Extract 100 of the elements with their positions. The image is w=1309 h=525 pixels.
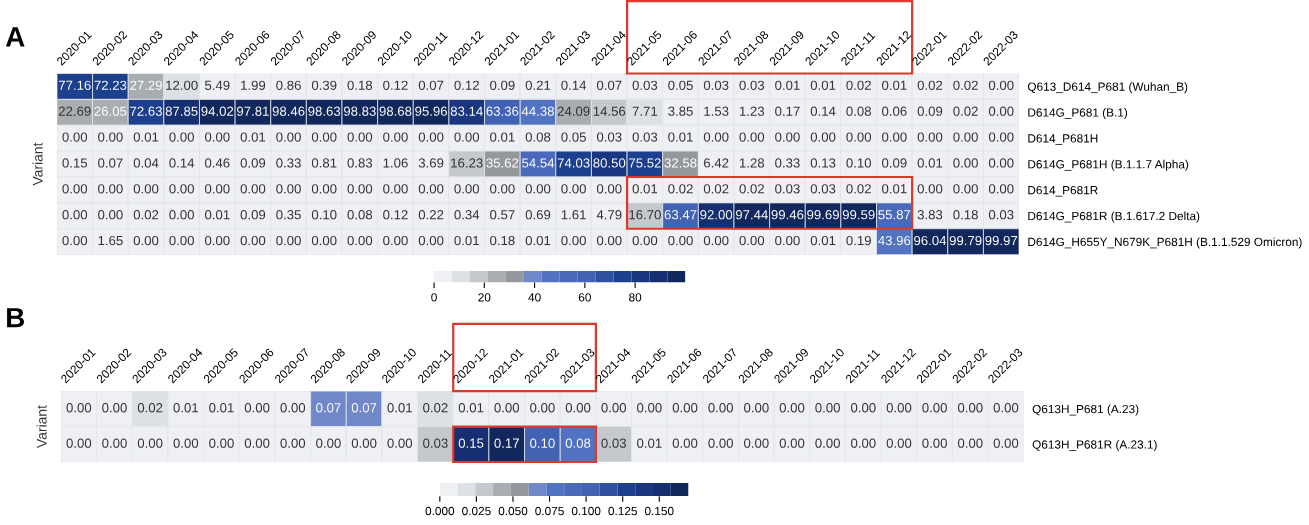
data-label: 0.00 (561, 235, 586, 246)
data-label: 0.02 (739, 184, 764, 194)
data-label: 0.00 (418, 184, 444, 194)
data-label: 0.03 (632, 80, 658, 90)
data-label: 0.10 (530, 438, 555, 448)
data-label: 0.09 (917, 106, 943, 116)
data-label: 97.44 (735, 210, 768, 220)
data-label: 0.01 (810, 80, 836, 90)
data-label: 0.00 (922, 438, 947, 448)
data-label: 0.00 (387, 438, 413, 448)
data-label: 0.86 (276, 80, 301, 90)
data-label: 99.69 (807, 210, 839, 220)
data-label: 0.01 (490, 132, 515, 142)
data-label: 0.01 (387, 403, 412, 413)
data-label: 95.96 (415, 106, 448, 116)
data-label: 0.14 (810, 106, 836, 116)
data-label: 43.96 (878, 235, 911, 246)
data-label: 98.63 (308, 106, 341, 116)
data-label: 0.00 (66, 438, 92, 448)
data-label: 0.00 (953, 158, 978, 168)
data-label: 0.00 (62, 235, 88, 246)
data-label: 0.05 (668, 80, 693, 90)
data-label: 0.00 (347, 184, 373, 194)
data-label: 0.00 (637, 403, 662, 413)
data-label: 63.47 (664, 210, 697, 220)
y-tick-label: Q613H_P681R (A.23.1) (1032, 440, 1157, 451)
data-label: 0.09 (240, 158, 266, 168)
data-label: 0.00 (490, 184, 515, 194)
data-label: 0.00 (993, 403, 1019, 413)
y-tick-label: Q613_D614_P681 (Wuhan_B) (1027, 82, 1188, 94)
data-label: 0.00 (525, 184, 551, 194)
data-label: 0.00 (810, 132, 836, 142)
data-label: 0.00 (383, 184, 408, 194)
data-label: 0.02 (133, 210, 159, 220)
data-label: 0.01 (882, 80, 907, 90)
color-bar-label: 0.025 (462, 506, 491, 516)
data-label: 55.87 (878, 210, 911, 220)
data-label: 1.65 (98, 235, 123, 246)
data-label: 0.07 (418, 80, 444, 90)
data-label: 0.03 (703, 80, 729, 90)
data-label: 0.15 (62, 158, 88, 168)
data-label: 0.00 (66, 403, 92, 413)
data-label: 0.00 (708, 438, 733, 448)
data-label: 0.00 (988, 158, 1014, 168)
data-label: 0.00 (418, 132, 444, 142)
data-label: 1.28 (739, 158, 765, 168)
data-label: 0.01 (133, 132, 159, 142)
data-label: 0.01 (775, 80, 800, 90)
data-label: 0.00 (703, 132, 729, 142)
y-tick-label: D614G_P681R (B.1.617.2 Delta) (1028, 211, 1200, 223)
data-label: 0.00 (169, 210, 194, 220)
data-label: 0.81 (311, 158, 337, 168)
data-label: 0.00 (957, 438, 983, 448)
data-label: 16.70 (629, 210, 661, 220)
data-label: 0.17 (775, 106, 800, 116)
color-bar-label: 0.150 (644, 506, 674, 516)
data-label: 12.00 (166, 80, 198, 90)
y-axis-title: Variant (32, 142, 43, 186)
data-label: 0.35 (276, 210, 301, 220)
data-label: 0.00 (886, 438, 912, 448)
data-label: 0.01 (209, 403, 234, 413)
data-label: 0.00 (596, 184, 622, 194)
data-label: 44.38 (521, 106, 554, 116)
data-label: 0.14 (561, 80, 587, 90)
data-label: 75.52 (629, 158, 661, 168)
data-label: 0.34 (454, 210, 480, 220)
data-label: 0.00 (846, 132, 872, 142)
data-label: 0.03 (601, 438, 626, 448)
data-label: 0.83 (347, 158, 373, 168)
y-tick-label: D614_P681R (1028, 185, 1098, 197)
data-label: 3.69 (418, 158, 444, 168)
data-label: 0.05 (561, 132, 586, 142)
data-label: 0.00 (204, 184, 230, 194)
data-label: 0.00 (347, 235, 373, 246)
chart-title: A (5, 27, 25, 47)
data-label: 0.00 (703, 235, 729, 246)
data-label: 0.33 (775, 158, 800, 168)
data-label: 0.09 (240, 210, 266, 220)
data-label: 0.00 (779, 403, 805, 413)
y-tick-label: D614G_H655Y_N679K_P681H (B.1.1.529 Omicron) (1028, 237, 1302, 249)
data-label: 0.14 (169, 158, 195, 168)
color-bar-label: 0.075 (535, 506, 564, 516)
data-label: 0.00 (708, 403, 733, 413)
data-label: 0.00 (993, 438, 1019, 448)
data-label: 99.97 (985, 235, 1018, 246)
data-label: 0.03 (632, 132, 658, 142)
data-label: 80.50 (593, 158, 626, 168)
data-label: 0.01 (632, 184, 658, 194)
data-label: 0.02 (846, 184, 871, 194)
data-label: 0.03 (810, 184, 836, 194)
data-label: 63.36 (486, 106, 519, 116)
data-label: 0.57 (490, 210, 515, 220)
data-label: 0.01 (810, 235, 836, 246)
data-label: 0.00 (668, 235, 693, 246)
data-label: 1.06 (383, 158, 408, 168)
data-label: 0.01 (637, 438, 662, 448)
color-bar-label: 0.100 (571, 506, 601, 516)
data-label: 94.02 (201, 106, 234, 116)
data-label: 0.00 (775, 235, 800, 246)
data-label: 0.00 (276, 132, 301, 142)
